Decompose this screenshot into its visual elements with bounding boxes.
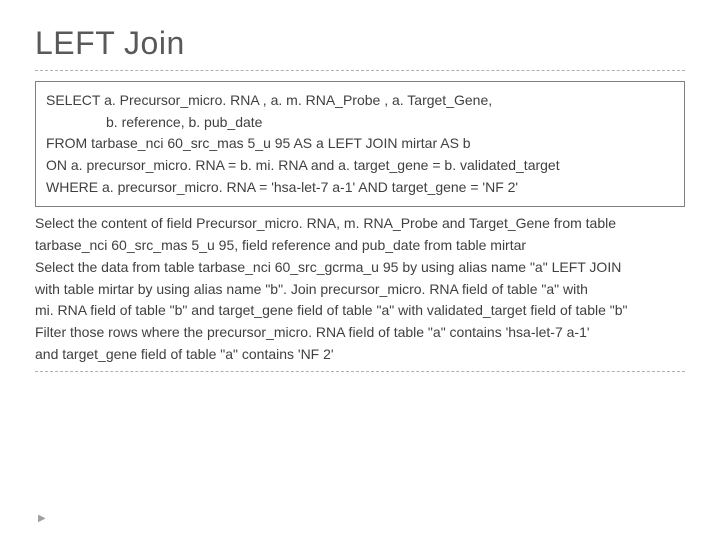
- slide-container: LEFT Join SELECT a. Precursor_micro. RNA…: [0, 0, 720, 540]
- sql-line-4: ON a. precursor_micro. RNA = b. mi. RNA …: [46, 155, 674, 177]
- sql-line-2: b. reference, b. pub_date: [46, 112, 674, 134]
- sql-line-5: WHERE a. precursor_micro. RNA = 'hsa-let…: [46, 177, 674, 199]
- divider-bottom: [35, 371, 685, 372]
- desc-line-4: with table mirtar by using alias name "b…: [35, 279, 685, 301]
- divider-top: [35, 70, 685, 71]
- slide-title: LEFT Join: [35, 25, 685, 62]
- sql-line-3: FROM tarbase_nci 60_src_mas 5_u 95 AS a …: [46, 133, 674, 155]
- desc-line-7: and target_gene field of table "a" conta…: [35, 344, 685, 366]
- desc-line-1: Select the content of field Precursor_mi…: [35, 213, 685, 235]
- desc-line-3: Select the data from table tarbase_nci 6…: [35, 257, 685, 279]
- sql-code-box: SELECT a. Precursor_micro. RNA , a. m. R…: [35, 81, 685, 207]
- description-block: Select the content of field Precursor_mi…: [35, 213, 685, 365]
- desc-line-6: Filter those rows where the precursor_mi…: [35, 322, 685, 344]
- slide-marker-icon: ▶: [38, 513, 46, 524]
- sql-line-1: SELECT a. Precursor_micro. RNA , a. m. R…: [46, 90, 674, 112]
- desc-line-5: mi. RNA field of table "b" and target_ge…: [35, 300, 685, 322]
- desc-line-2: tarbase_nci 60_src_mas 5_u 95, field ref…: [35, 235, 685, 257]
